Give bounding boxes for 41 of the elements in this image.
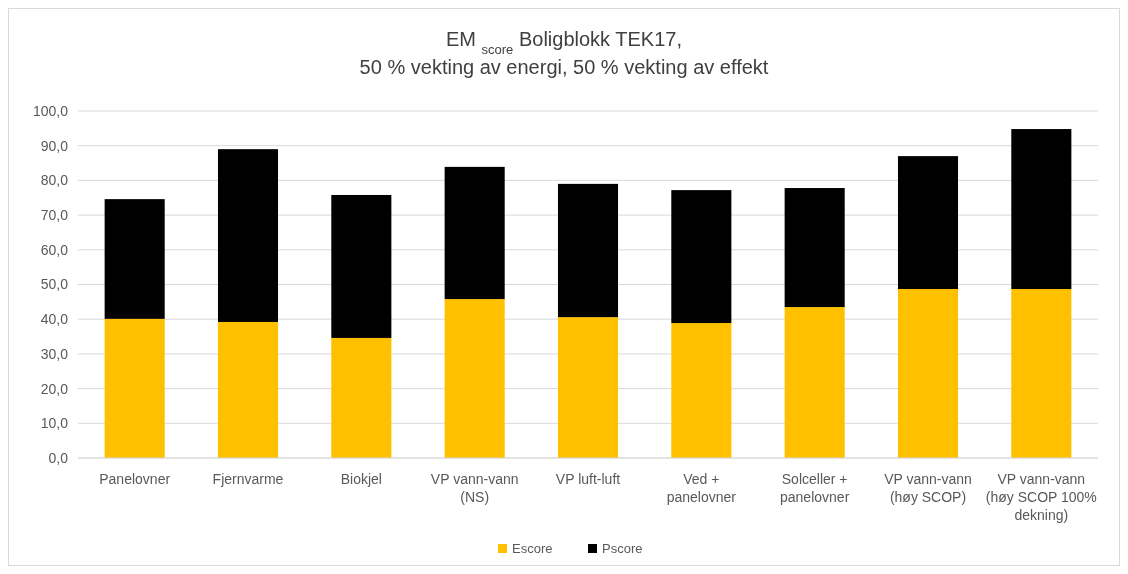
- x-tick-label: Ved + panelovner: [666, 471, 737, 505]
- chart-title: EM $_{score}$ Boligblokk TEK17, 50 % vekting av energi, 50 % vekting av effekt: [359, 28, 769, 78]
- y-tick-label: 30,0: [40, 345, 69, 362]
- bar: [1011, 129, 1072, 290]
- x-tick-label: Biokjel: [340, 471, 382, 487]
- bar: [331, 337, 392, 458]
- x-tick-label: VP vann-vann (NS): [430, 471, 519, 505]
- x-tick-label: Fjernvarme: [212, 471, 284, 487]
- y-tick-label: 60,0: [40, 241, 69, 258]
- bar: [104, 318, 165, 458]
- y-tick-label: 40,0: [40, 311, 69, 328]
- y-tick-label: 80,0: [40, 172, 69, 189]
- x-tick-label: VP vann-vann (høy SCOP 100% dekning): [985, 471, 1097, 523]
- y-tick-label: 0,0: [48, 449, 69, 466]
- bar: [1011, 289, 1072, 458]
- y-tick-label: 100,0: [32, 102, 69, 119]
- bar: [897, 156, 959, 290]
- bar: [217, 149, 279, 322]
- bar: [444, 299, 505, 458]
- x-tick-label: VP vann-vann (høy SCOP): [884, 471, 972, 505]
- bar: [671, 190, 732, 324]
- bar: [557, 317, 619, 458]
- x-tick-label: Solceller + panelovner: [780, 471, 850, 505]
- bar: [784, 307, 845, 458]
- bar: [671, 323, 732, 458]
- bar: [444, 166, 505, 300]
- bar: [217, 321, 279, 458]
- y-tick-label: 90,0: [40, 137, 69, 154]
- y-tick-label: 20,0: [40, 380, 69, 397]
- legend-label: Pscore: [602, 541, 643, 556]
- y-tick-label: 50,0: [40, 276, 69, 293]
- bar: [331, 194, 392, 338]
- bar: [784, 188, 845, 308]
- y-tick-label: 10,0: [40, 415, 69, 432]
- bar: [104, 199, 165, 319]
- x-tick-label: VP luft-luft: [555, 471, 621, 487]
- x-tick-label: Panelovner: [99, 471, 171, 487]
- bar: [897, 289, 959, 458]
- bar: [557, 183, 619, 318]
- y-tick-label: 70,0: [40, 207, 69, 223]
- legend-label: Escore: [512, 541, 553, 556]
